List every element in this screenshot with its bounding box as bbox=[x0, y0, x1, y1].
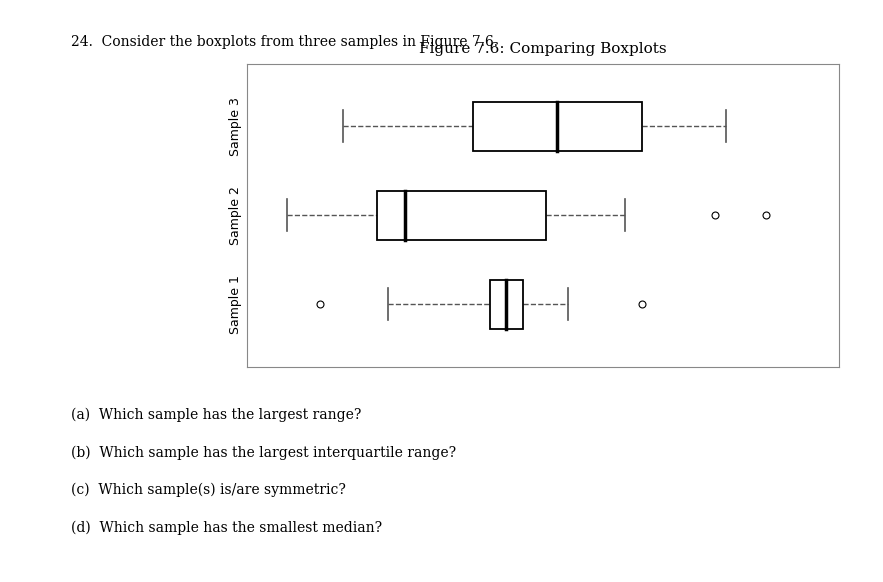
Text: (c)  Which sample(s) is/are symmetric?: (c) Which sample(s) is/are symmetric? bbox=[71, 483, 345, 498]
Text: 24.  Consider the boxplots from three samples in Figure 7.6.: 24. Consider the boxplots from three sam… bbox=[71, 35, 498, 49]
Bar bbox=[472, 102, 642, 151]
Text: (d)  Which sample has the smallest median?: (d) Which sample has the smallest median… bbox=[71, 521, 381, 535]
Bar bbox=[377, 191, 546, 240]
Text: (a)  Which sample has the largest range?: (a) Which sample has the largest range? bbox=[71, 407, 361, 422]
Title: Figure 7.6: Comparing Boxplots: Figure 7.6: Comparing Boxplots bbox=[419, 42, 667, 56]
Text: (b)  Which sample has the largest interquartile range?: (b) Which sample has the largest interqu… bbox=[71, 445, 456, 460]
Bar bbox=[489, 280, 524, 329]
